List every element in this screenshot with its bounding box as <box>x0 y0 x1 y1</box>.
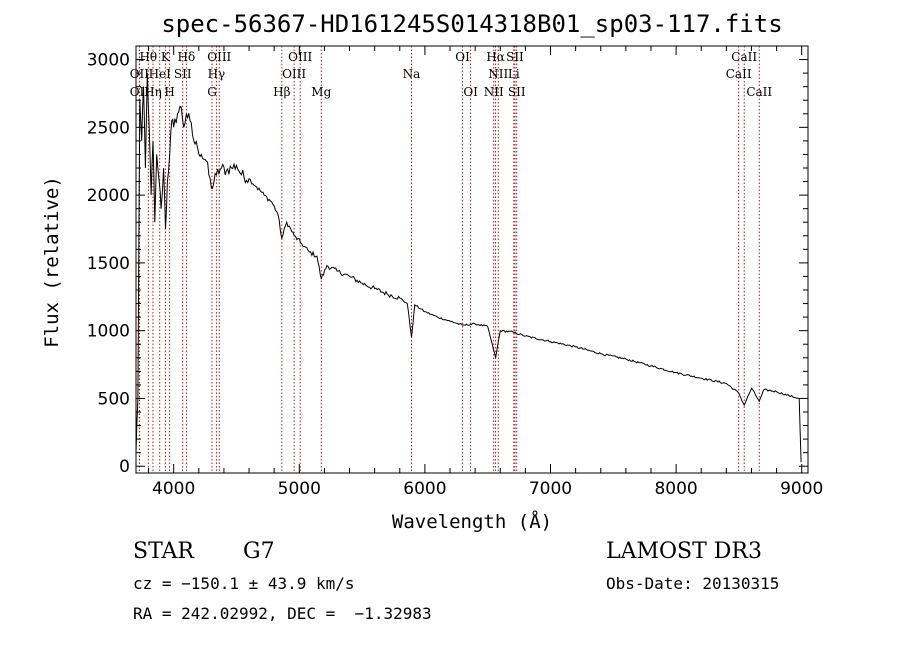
spectral-line-label: OI <box>463 85 478 99</box>
object-class: STAR <box>133 539 194 564</box>
x-axis-label: Wavelength (Å) <box>392 510 552 533</box>
spectral-line-label: K <box>161 50 171 64</box>
x-tick-label: 9000 <box>780 479 823 499</box>
spectral-line-label: Mg <box>311 85 331 99</box>
spectral-line-label: OIII <box>282 67 306 81</box>
spectral-line-label: OII <box>130 67 150 81</box>
spectral-line-label: Hη <box>144 85 162 99</box>
y-axis-label: Flux (relative) <box>41 176 63 348</box>
y-axis-ticks: 0 500 1000 1500 2000 2500 3000 <box>87 51 808 477</box>
spectral-line-label: NII <box>484 85 504 99</box>
y-tick-label: 0 <box>119 457 130 477</box>
spectral-line-label: Hγ <box>208 67 226 81</box>
spectral-line-label: Li <box>508 67 520 81</box>
spectral-line-markers <box>138 46 760 473</box>
y-tick-label: 1500 <box>87 254 130 274</box>
spectral-line-label: G <box>207 85 217 99</box>
spectral-line-label: Hδ <box>178 50 196 64</box>
spectral-line-label: SII <box>174 67 192 81</box>
y-tick-label: 2500 <box>87 118 130 138</box>
x-tick-label: 6000 <box>403 479 446 499</box>
x-tick-label: 8000 <box>654 479 697 499</box>
redshift-velocity: cz = −150.1 ± 43.9 km/s <box>133 574 355 593</box>
spectrum-line <box>135 73 802 463</box>
spectral-line-label: CaII <box>746 85 772 99</box>
spectral-line-label: HeI <box>149 67 172 81</box>
spectral-line-label: Hα <box>486 50 505 64</box>
spectral-line-label: OI <box>455 50 470 64</box>
survey-name: LAMOST DR3 <box>606 539 762 564</box>
spectral-line-label: OIII <box>207 50 231 64</box>
spectral-line-label: SII <box>506 50 524 64</box>
spectral-line-label: OIII <box>288 50 312 64</box>
spectral-line-label: SII <box>508 85 526 99</box>
y-tick-label: 1000 <box>87 322 130 342</box>
x-tick-label: 4000 <box>152 479 195 499</box>
observation-date: Obs-Date: 20130315 <box>606 574 780 593</box>
object-subclass: G7 <box>243 539 275 564</box>
spectral-line-label: CaII <box>726 67 752 81</box>
plot-frame <box>135 45 809 474</box>
spectral-line-label: Na <box>403 67 421 81</box>
y-tick-label: 3000 <box>87 51 130 71</box>
x-tick-label: 7000 <box>529 479 572 499</box>
spectral-line-label: CaII <box>731 50 757 64</box>
x-tick-label: 5000 <box>278 479 321 499</box>
spectral-line-label: Hβ <box>273 85 290 99</box>
x-axis-ticks: 4000 5000 6000 7000 8000 9000 <box>148 46 823 499</box>
y-tick-label: 2000 <box>87 186 130 206</box>
chart-title: spec-56367-HD161245S014318B01_sp03-117.f… <box>161 10 782 38</box>
spectral-line-label: H <box>164 85 174 99</box>
y-tick-label: 500 <box>98 389 130 409</box>
spectral-line-label: Hθ <box>139 50 157 64</box>
spectral-line-label: OII <box>130 85 150 99</box>
spectral-line-label: NII <box>488 67 508 81</box>
sky-coordinates: RA = 242.02992, DEC = −1.32983 <box>133 604 432 623</box>
